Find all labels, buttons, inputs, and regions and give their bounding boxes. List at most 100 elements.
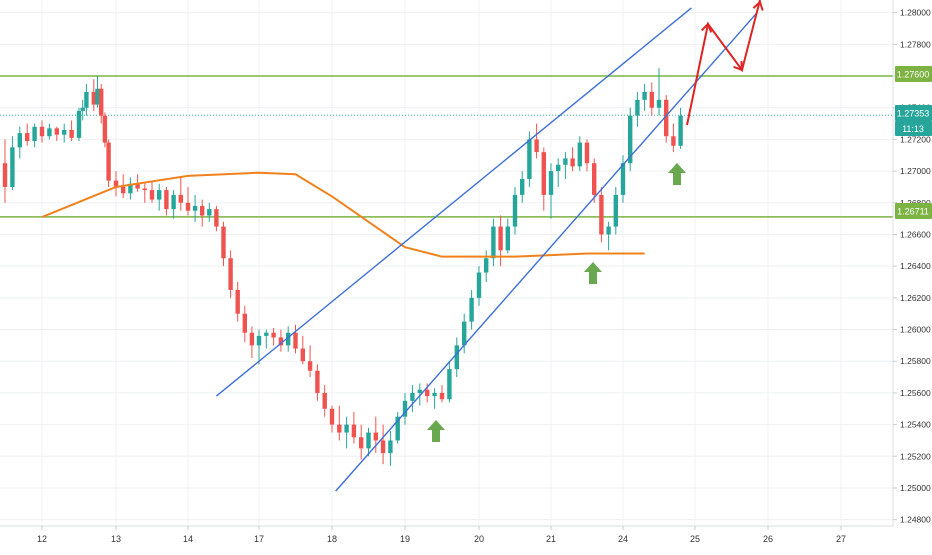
candle xyxy=(548,163,554,219)
price-tick-label: 1.27200 xyxy=(900,134,931,144)
candle xyxy=(322,384,327,417)
candle xyxy=(178,177,183,211)
candle xyxy=(157,183,162,211)
candle xyxy=(402,392,408,425)
candle xyxy=(476,266,482,306)
price-tick-label: 1.25800 xyxy=(900,356,931,366)
time-tick-label: 12 xyxy=(37,534,47,544)
price-tick-label: 1.25000 xyxy=(900,483,931,493)
channel-upper-line xyxy=(215,7,692,397)
candle xyxy=(491,218,496,267)
candle xyxy=(613,186,618,235)
candle xyxy=(563,152,568,180)
candle xyxy=(54,126,59,142)
forecast-arrow-down xyxy=(733,60,744,72)
candle xyxy=(47,123,52,140)
candle xyxy=(678,107,683,149)
last-price-text: 1.27353 xyxy=(897,109,930,119)
candle xyxy=(628,107,633,172)
candle xyxy=(366,427,371,457)
candle xyxy=(62,123,67,143)
candle xyxy=(606,221,611,251)
candle xyxy=(200,199,205,227)
price-tick-label: 1.26800 xyxy=(900,198,931,208)
price-tick-label: 1.25200 xyxy=(900,451,931,461)
time-tick-label: 18 xyxy=(327,534,337,544)
candle xyxy=(620,155,626,203)
support-price-badge: 1.26711 xyxy=(895,203,932,219)
candle xyxy=(439,384,445,403)
support-arrow-up-icon xyxy=(668,163,686,185)
candle xyxy=(278,329,284,352)
candle xyxy=(164,186,169,216)
candle xyxy=(395,411,400,444)
candle xyxy=(344,416,349,449)
candle xyxy=(99,83,104,124)
candle xyxy=(454,337,459,378)
candle xyxy=(577,136,582,172)
candle xyxy=(286,326,291,352)
candle xyxy=(10,136,15,191)
candle xyxy=(584,139,590,172)
candle xyxy=(469,289,474,330)
candle xyxy=(69,120,74,142)
countdown-text: 11:13 xyxy=(902,124,924,134)
candle xyxy=(570,147,575,172)
channel-lower-line xyxy=(335,12,758,492)
candle xyxy=(264,329,269,349)
forecast-path xyxy=(686,0,761,126)
candle xyxy=(505,218,510,254)
candle xyxy=(171,190,176,219)
forecast-arrow-up-2 xyxy=(752,0,764,11)
candle xyxy=(221,221,226,267)
candle xyxy=(128,177,133,200)
price-tick-label: 1.24800 xyxy=(900,515,931,525)
forecast-arrow-up-1 xyxy=(701,22,713,33)
candle xyxy=(388,430,393,466)
candle xyxy=(242,305,247,343)
horizontal-levels xyxy=(0,75,893,218)
resistance-price-badge: 1.27600 xyxy=(895,66,932,82)
price-tick-label: 1.27800 xyxy=(900,39,931,49)
candle xyxy=(113,171,119,197)
candle xyxy=(541,147,546,211)
time-tick-label: 24 xyxy=(618,534,628,544)
time-tick-label: 21 xyxy=(546,534,556,544)
price-tick-label: 1.26400 xyxy=(900,261,931,271)
candle xyxy=(417,383,422,406)
time-tick-label: 20 xyxy=(474,534,484,544)
candle xyxy=(351,411,357,444)
candle xyxy=(80,99,85,121)
candle xyxy=(249,326,255,359)
time-tick-label: 25 xyxy=(690,534,700,544)
candle xyxy=(592,158,597,203)
candle xyxy=(373,416,378,454)
candle xyxy=(271,327,276,346)
candle xyxy=(315,364,320,401)
time-tick-label: 14 xyxy=(183,534,193,544)
candle xyxy=(84,83,89,116)
last-price-badge: 1.27353 11:13 xyxy=(895,105,932,136)
candle xyxy=(359,424,364,460)
time-axis: 12 13 14 17 18 19 20 21 24 25 26 27 xyxy=(37,526,846,544)
candle xyxy=(337,405,342,441)
candle xyxy=(293,324,298,354)
candle xyxy=(76,107,82,142)
grid xyxy=(0,0,893,526)
time-tick-label: 27 xyxy=(836,534,846,544)
candle xyxy=(207,202,212,222)
support-price-text: 1.26711 xyxy=(897,207,929,217)
annotations xyxy=(427,0,764,442)
candle xyxy=(329,405,335,433)
candle xyxy=(380,424,386,465)
candle xyxy=(556,158,561,187)
price-tick-label: 1.28000 xyxy=(900,8,931,18)
candle xyxy=(228,250,233,298)
candle xyxy=(142,182,147,203)
candle xyxy=(664,95,669,143)
time-tick-label: 26 xyxy=(763,534,773,544)
candle xyxy=(656,68,662,116)
resistance-price-text: 1.27600 xyxy=(897,70,930,80)
